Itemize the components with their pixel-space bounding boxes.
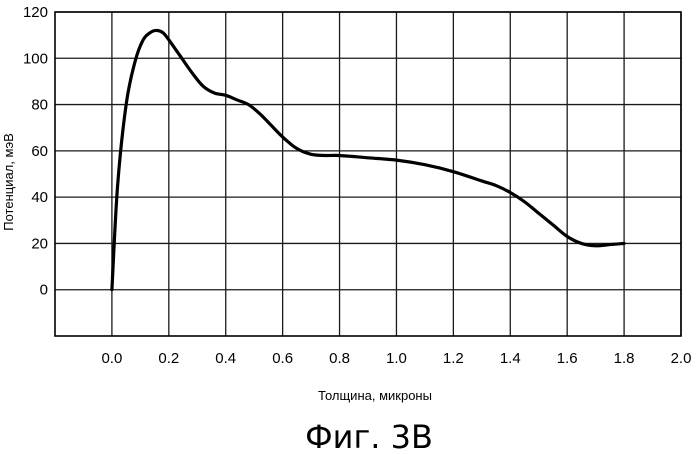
y-tick-label: 100 <box>23 50 48 67</box>
data-series-line <box>112 30 624 289</box>
figure-caption: Фиг. 3B <box>305 418 433 454</box>
y-axis-title: Потенциал, мэВ <box>1 133 16 231</box>
x-tick-label: 0.6 <box>272 350 293 367</box>
y-tick-label: 40 <box>31 189 48 206</box>
plot-frame <box>55 12 681 336</box>
y-tick-label: 80 <box>31 97 48 114</box>
x-tick-label: 2.0 <box>671 350 692 367</box>
grid <box>55 12 681 336</box>
x-tick-label: 1.2 <box>443 350 464 367</box>
x-tick-label: 0.4 <box>215 350 236 367</box>
x-tick-label: 0.2 <box>158 350 179 367</box>
x-axis-ticks: 0.0 0.2 0.4 0.6 0.8 1.0 1.2 1.4 1.6 1.8 2.0 <box>101 350 691 367</box>
x-axis-title: Толщина, микроны <box>318 388 432 403</box>
x-tick-label: 1.4 <box>500 350 521 367</box>
y-axis-ticks: 0 20 40 60 80 100 120 <box>23 4 48 299</box>
y-tick-label: 20 <box>31 235 48 252</box>
x-tick-label: 0.8 <box>329 350 350 367</box>
y-tick-label: 0 <box>40 282 48 299</box>
y-tick-label: 120 <box>23 4 48 21</box>
x-tick-label: 1.0 <box>386 350 407 367</box>
x-tick-label: 1.8 <box>614 350 635 367</box>
x-tick-label: 0.0 <box>101 350 122 367</box>
x-tick-label: 1.6 <box>557 350 578 367</box>
y-tick-label: 60 <box>31 143 48 160</box>
